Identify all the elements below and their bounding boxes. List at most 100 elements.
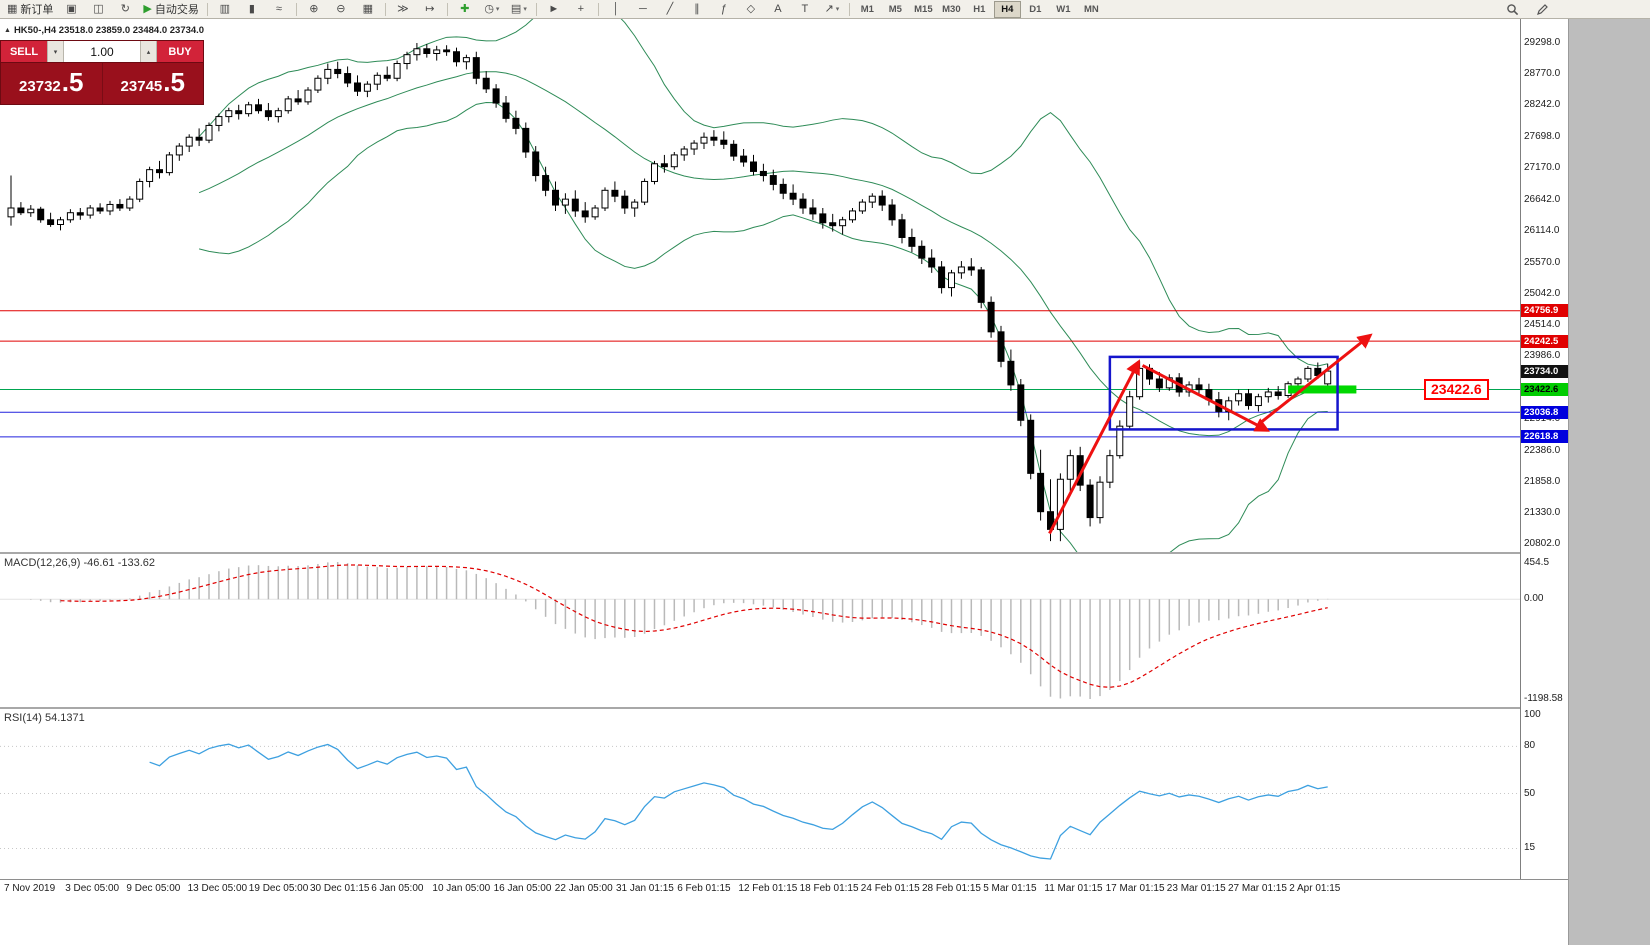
candle-body bbox=[1304, 367, 1312, 380]
profiles-icon[interactable]: ◫ bbox=[85, 0, 111, 18]
pane-separator[interactable] bbox=[0, 707, 1520, 709]
zoom-in-icon[interactable]: ⊕ bbox=[301, 0, 327, 18]
pane-separator[interactable] bbox=[0, 552, 1520, 554]
candle-body bbox=[1116, 425, 1124, 457]
volume-decrease-button[interactable]: ▾ bbox=[47, 41, 64, 62]
line-chart-icon[interactable]: ≈ bbox=[266, 0, 292, 18]
timeframe-button-h4[interactable]: H4 bbox=[993, 0, 1021, 18]
templates-dropdown[interactable]: ▤ ▾ bbox=[506, 0, 532, 18]
sell-button[interactable]: SELL bbox=[1, 41, 47, 62]
rsi-indicator-label: RSI(14) 54.1371 bbox=[4, 712, 85, 724]
candle-body bbox=[462, 57, 470, 63]
candle-body bbox=[631, 201, 639, 209]
horizontal-line-icon[interactable]: ─ bbox=[630, 0, 656, 18]
timeframe-button-m30[interactable]: M30 bbox=[942, 3, 961, 15]
timeframe-button-m1[interactable]: M1 bbox=[860, 3, 874, 15]
crosshair-icon[interactable]: + bbox=[568, 0, 594, 18]
fibonacci-icon[interactable]: ƒ bbox=[711, 0, 737, 18]
candle-body bbox=[1096, 481, 1104, 519]
timeframe-button-d1[interactable]: D1 bbox=[1029, 3, 1042, 15]
rsi-canvas[interactable] bbox=[0, 709, 1520, 878]
candle-body bbox=[512, 117, 520, 129]
time-axis-label: 12 Feb 01:15 bbox=[738, 883, 798, 894]
cursor-icon[interactable]: ► bbox=[541, 0, 567, 18]
price-axis-label: 24514.0 bbox=[1524, 319, 1561, 331]
new-order-button-label: 新订单 bbox=[20, 4, 54, 16]
vertical-line-icon[interactable]: │ bbox=[603, 0, 629, 18]
candle-body bbox=[670, 154, 678, 168]
timeframe-button-h1[interactable]: H1 bbox=[973, 3, 986, 15]
price-axis-label: 26642.0 bbox=[1524, 193, 1561, 205]
new-order-button[interactable]: ▦ 新订单 bbox=[3, 0, 57, 18]
arrows-icon-glyph: ↗ bbox=[824, 3, 834, 15]
rsi-line bbox=[149, 743, 1328, 860]
candle-body bbox=[1056, 478, 1064, 530]
horizontal-line-icon-glyph: ─ bbox=[638, 3, 647, 15]
chart-shift-icon[interactable]: ↦ bbox=[417, 0, 443, 18]
refresh-icon[interactable]: ↻ bbox=[112, 0, 138, 18]
price-tag: 23734.0 bbox=[1521, 364, 1569, 378]
zoom-out-icon[interactable]: ⊖ bbox=[328, 0, 354, 18]
entry-highlight-marker[interactable] bbox=[1288, 385, 1357, 394]
candle-body bbox=[215, 116, 223, 126]
timeframe-button-mn[interactable]: MN bbox=[1083, 3, 1099, 15]
trend-arrow-annotation[interactable] bbox=[1048, 359, 1140, 535]
candle-body bbox=[918, 245, 926, 259]
time-axis-label: 3 Dec 05:00 bbox=[65, 883, 120, 894]
search-icon[interactable] bbox=[1499, 0, 1525, 18]
candle-body bbox=[1136, 367, 1144, 398]
candlestick-chart-icon[interactable]: ▮ bbox=[239, 0, 265, 18]
price-axis-label: 27698.0 bbox=[1524, 131, 1561, 143]
indicators-glyph: ✚ bbox=[460, 3, 470, 15]
bar-chart-icon[interactable]: ▥ bbox=[212, 0, 238, 18]
trendline-icon[interactable]: ╱ bbox=[657, 0, 683, 18]
candle-body bbox=[977, 269, 985, 303]
candle-body bbox=[967, 266, 975, 271]
volume-input[interactable] bbox=[64, 41, 140, 62]
timeframe-button-w1[interactable]: W1 bbox=[1056, 3, 1071, 15]
trend-arrow-annotation[interactable] bbox=[1260, 333, 1373, 424]
label-icon-glyph: T bbox=[801, 3, 809, 15]
trend-arrow-annotation[interactable] bbox=[1141, 364, 1270, 432]
candle-body bbox=[561, 198, 569, 206]
price-axis-label: 26114.0 bbox=[1524, 224, 1560, 236]
volume-increase-button[interactable]: ▴ bbox=[140, 41, 157, 62]
arrows-icon[interactable]: ↗ ▾ bbox=[819, 0, 845, 18]
line-chart-icon-glyph: ≈ bbox=[275, 3, 282, 15]
auto-scroll-icon[interactable]: ≫ bbox=[390, 0, 416, 18]
candle-body bbox=[690, 142, 698, 150]
toolbar-separator bbox=[206, 2, 208, 16]
candle-body bbox=[126, 198, 134, 209]
indicators-button[interactable]: ✚ bbox=[452, 0, 478, 18]
text-icon[interactable]: A bbox=[765, 0, 791, 18]
time-axis: 7 Nov 2019 3 Dec 05:00 9 Dec 05:00 13 Dec 0… bbox=[0, 879, 1568, 945]
candle-body bbox=[264, 110, 272, 118]
main-chart-canvas[interactable] bbox=[0, 19, 1520, 552]
sell-price-display[interactable]: 23732.5 bbox=[1, 63, 103, 104]
price-axis-label: 23986.0 bbox=[1524, 350, 1561, 362]
edit-icon[interactable] bbox=[1529, 0, 1555, 18]
charts-grid-icon[interactable]: ▣ bbox=[58, 0, 84, 18]
price-axis-label: 28242.0 bbox=[1524, 99, 1561, 111]
timeframe-button-m5[interactable]: M5 bbox=[888, 3, 902, 15]
buy-price-display[interactable]: 23745.5 bbox=[120, 67, 185, 97]
one-click-expand-icon[interactable]: ▲ bbox=[4, 27, 11, 34]
price-axis-label: 28770.0 bbox=[1524, 68, 1561, 80]
channel-icon[interactable]: ∥ bbox=[684, 0, 710, 18]
tile-windows-icon[interactable]: ▦ bbox=[355, 0, 381, 18]
time-axis-label: 6 Feb 01:15 bbox=[677, 883, 731, 894]
periods-dropdown[interactable]: ◷ ▾ bbox=[479, 0, 505, 18]
toolbar-separator bbox=[384, 2, 386, 16]
candle-body bbox=[532, 151, 540, 177]
candle-body bbox=[542, 175, 550, 191]
price-callout-label[interactable]: 23422.6 bbox=[1424, 379, 1489, 401]
candle-body bbox=[146, 169, 154, 182]
candle-body bbox=[66, 212, 74, 221]
macd-canvas[interactable] bbox=[0, 554, 1520, 707]
autotrading-button[interactable]: ▶ 自动交易 bbox=[139, 0, 202, 18]
buy-button[interactable]: BUY bbox=[157, 41, 203, 62]
consolidation-box-annotation[interactable] bbox=[1108, 355, 1339, 431]
shapes-icon[interactable]: ◇ bbox=[738, 0, 764, 18]
timeframe-button-m15[interactable]: M15 bbox=[914, 3, 933, 15]
label-icon[interactable]: T bbox=[792, 0, 818, 18]
